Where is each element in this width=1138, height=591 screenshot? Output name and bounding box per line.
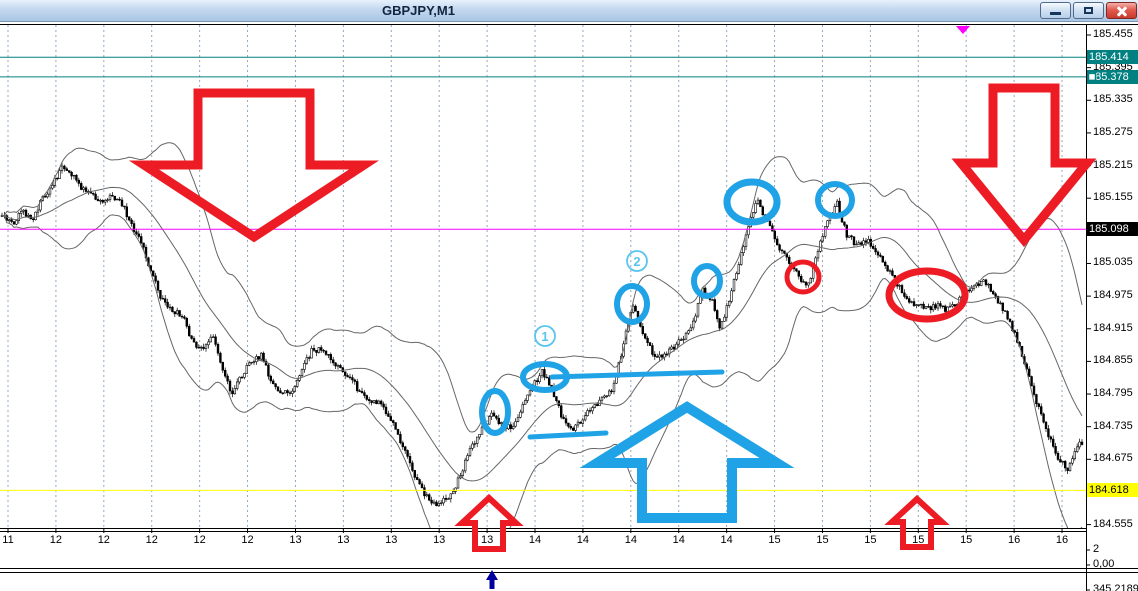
sub-scale-label: 0,00 [1093, 558, 1115, 570]
time-axis-label: 14 [576, 534, 590, 546]
blue-circle-annotation [614, 283, 650, 325]
time-axis-label: 15 [912, 534, 925, 546]
blue-circle-annotation [520, 361, 570, 393]
time-axis-label: 15 [864, 534, 877, 546]
price-line-badge: 184.618 [1087, 483, 1138, 498]
blue-circle-annotation [815, 181, 855, 219]
minimize-icon [1050, 12, 1061, 15]
title-bar[interactable]: GBPJPY,M1 [0, 0, 1138, 22]
price-tick-label: 184.795 [1093, 387, 1133, 400]
price-tick-label: 184.975 [1093, 289, 1133, 302]
time-axis-label: 16 [1055, 534, 1069, 546]
window-title: GBPJPY,M1 [382, 3, 455, 18]
price-tick-label: 185.275 [1093, 125, 1133, 138]
close-button[interactable] [1106, 2, 1137, 19]
blue-up-arrow-annotation [579, 401, 795, 523]
price-tick-label: 185.215 [1093, 158, 1133, 171]
blue-circle-annotation [723, 178, 781, 226]
annotation-overlay: 12 [128, 26, 1097, 589]
price-tick-label: 184.915 [1093, 321, 1133, 334]
red-down-arrow-annotation [951, 83, 1097, 248]
time-axis-label: 13 [480, 534, 494, 546]
buy-signal-marker [486, 570, 498, 580]
time-axis-label: 14 [624, 534, 637, 546]
numbered-circle-label [626, 250, 648, 272]
red-circle-annotation [784, 259, 822, 295]
time-axis-label: 12 [49, 534, 63, 546]
price-tick-label: 184.735 [1093, 419, 1133, 432]
numbered-circle-label [534, 325, 556, 347]
blue-line-annotation [527, 430, 609, 440]
time-axis-label: 13 [433, 534, 446, 546]
chart-area[interactable]: 11 12 12 12 12 12 13 13 13 13 13 14 14 14 14 14 15 15 15 15… [0, 22, 1138, 591]
time-axis-label: 13 [385, 534, 398, 546]
time-axis-label: 12 [97, 534, 110, 546]
sub-scale-label: 2 [1093, 543, 1100, 555]
blue-circle-annotation [479, 388, 511, 436]
restore-icon [1084, 7, 1093, 14]
time-axis-label: 13 [289, 534, 302, 546]
time-axis-label: 14 [528, 534, 542, 546]
numbered-label-digit: 1 [541, 329, 548, 344]
time-axis-label: 12 [145, 534, 158, 546]
time-axis-label: 15 [768, 534, 781, 546]
time-axis-label: 16 [1007, 534, 1021, 546]
red-circle-annotation [885, 267, 969, 323]
price-line-badge: 185.414 [1087, 50, 1138, 65]
blue-line-annotation [549, 369, 725, 380]
price-tick-label: 185.155 [1093, 191, 1133, 204]
window-controls [1040, 2, 1137, 19]
price-line-badge: 185.098 [1087, 222, 1138, 237]
price-tick-label: 184.855 [1093, 354, 1133, 367]
time-axis-label: 12 [241, 534, 254, 546]
time-axis-label: 12 [193, 534, 206, 546]
sell-signal-marker [956, 26, 970, 34]
price-tick-label: 184.555 [1093, 517, 1133, 530]
blue-circle-annotation [691, 263, 723, 299]
red-down-arrow-annotation [128, 88, 380, 243]
time-axis-label: 15 [816, 534, 829, 546]
time-axis-label: 11 [2, 534, 14, 546]
restore-button[interactable] [1073, 2, 1104, 19]
minimize-button[interactable] [1040, 2, 1071, 19]
sub-scale-label: 345.2189 [1093, 583, 1138, 591]
time-axis-label: 14 [672, 534, 685, 546]
candlestick-chart [0, 24, 1138, 591]
price-tick-label: 185.335 [1093, 93, 1133, 106]
price-tick-label: 185.455 [1093, 28, 1133, 40]
time-axis-label: 13 [337, 534, 350, 546]
price-line-badge: 185.378 [1087, 69, 1138, 84]
time-axis-label: 15 [960, 534, 973, 546]
numbered-label-digit: 2 [633, 254, 640, 269]
time-axis-label: 14 [720, 534, 733, 546]
price-tick-label: 185.035 [1093, 256, 1133, 269]
price-tick-label: 184.675 [1093, 452, 1133, 465]
